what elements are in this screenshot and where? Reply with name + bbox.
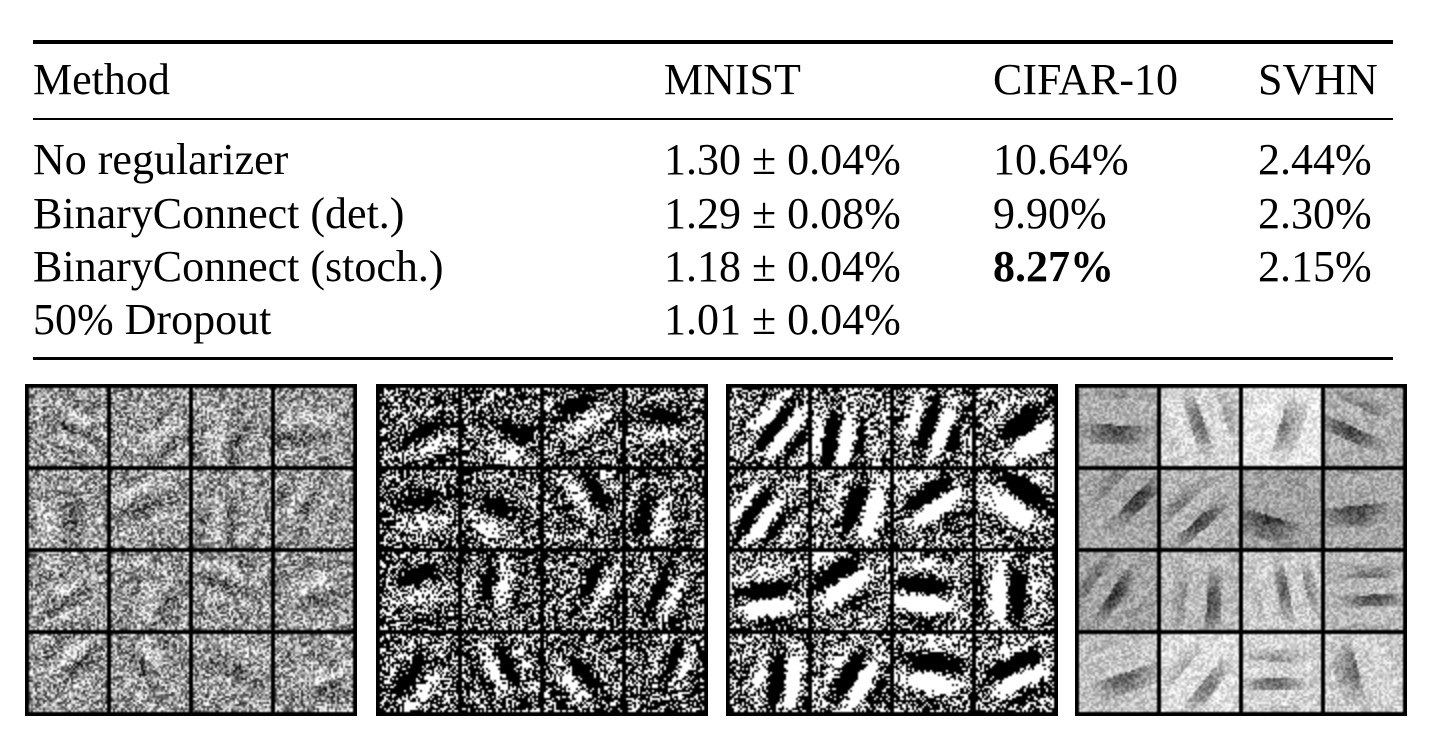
- filter-panel-gray-smooth: [1075, 384, 1407, 716]
- row-method: BinaryConnect (det.): [33, 189, 405, 238]
- row-svhn: 2.30%: [1258, 189, 1372, 238]
- filter-panel-binary-noise: [376, 384, 708, 716]
- row-svhn: 2.44%: [1258, 135, 1372, 184]
- row-method: BinaryConnect (stoch.): [33, 242, 444, 291]
- header-method: Method: [33, 55, 170, 104]
- row-method: 50% Dropout: [33, 295, 272, 344]
- row-mnist: 1.18 ± 0.04%: [664, 242, 901, 291]
- table-header-rule: [33, 118, 1393, 120]
- row-mnist: 1.01 ± 0.04%: [664, 295, 901, 344]
- table-bottom-rule: [33, 357, 1393, 360]
- row-svhn: 2.15%: [1258, 242, 1372, 291]
- header-svhn: SVHN: [1258, 55, 1378, 104]
- header-cifar10: CIFAR-10: [993, 55, 1178, 104]
- header-mnist: MNIST: [664, 55, 801, 104]
- row-mnist: 1.30 ± 0.04%: [664, 135, 901, 184]
- row-cifar10-best: 8.27%: [993, 242, 1114, 291]
- row-cifar10: 9.90%: [993, 189, 1107, 238]
- row-cifar10: 10.64%: [993, 135, 1129, 184]
- row-method: No regularizer: [33, 135, 289, 184]
- filter-panel-gray-noise: [25, 384, 357, 716]
- filter-panel-binary-strokes: [726, 384, 1058, 716]
- row-mnist: 1.29 ± 0.08%: [664, 189, 901, 238]
- table-top-rule: [33, 40, 1393, 44]
